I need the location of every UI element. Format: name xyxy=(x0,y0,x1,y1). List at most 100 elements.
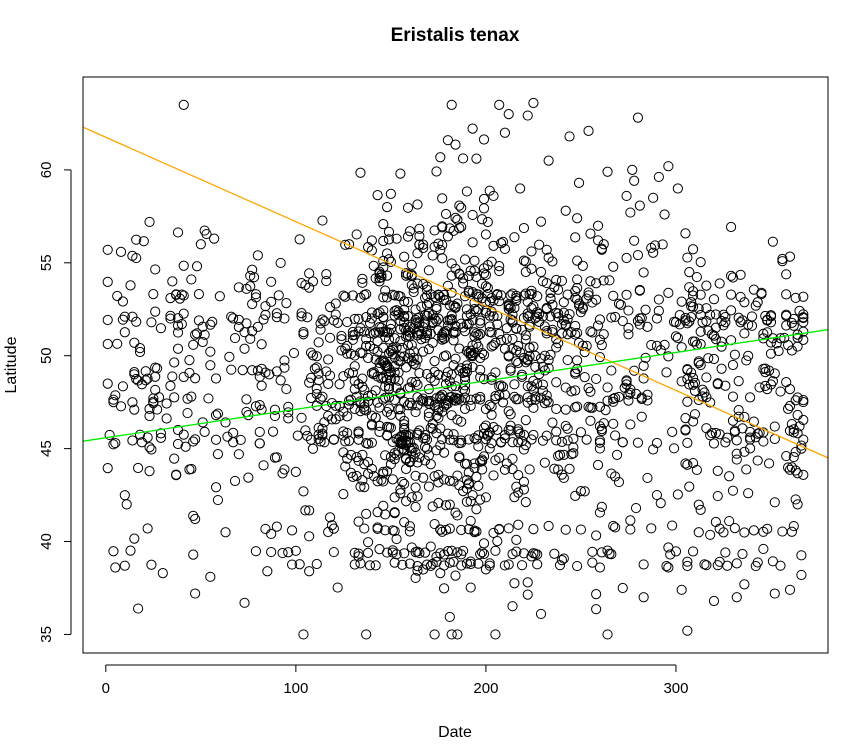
data-point xyxy=(475,318,486,329)
data-point xyxy=(180,441,191,452)
data-point xyxy=(488,340,499,351)
data-point xyxy=(551,377,562,388)
data-point xyxy=(513,426,524,437)
data-point xyxy=(418,346,429,357)
data-point xyxy=(725,289,737,300)
data-point xyxy=(558,472,569,484)
data-point xyxy=(627,164,638,175)
data-point xyxy=(480,492,492,503)
data-point xyxy=(389,352,400,363)
data-point xyxy=(370,273,381,284)
data-point xyxy=(423,265,434,276)
data-point xyxy=(714,523,725,534)
data-point xyxy=(412,248,423,259)
data-point xyxy=(790,465,801,476)
data-point xyxy=(790,494,801,505)
data-point xyxy=(233,314,244,325)
data-point xyxy=(651,313,663,324)
data-point xyxy=(520,288,531,299)
data-point xyxy=(606,468,617,479)
data-point xyxy=(385,319,396,330)
data-point xyxy=(108,546,119,557)
data-point xyxy=(505,409,516,420)
data-point xyxy=(188,549,199,560)
data-point xyxy=(484,399,495,410)
data-point xyxy=(539,457,550,468)
data-point xyxy=(535,266,547,278)
data-point xyxy=(518,484,530,495)
data-point xyxy=(684,481,695,492)
data-point xyxy=(767,376,778,387)
data-point xyxy=(577,340,588,351)
data-point xyxy=(119,311,130,322)
data-point xyxy=(503,559,514,570)
data-point xyxy=(414,239,425,250)
data-point xyxy=(777,526,788,537)
data-point xyxy=(657,239,668,250)
data-point xyxy=(469,304,480,315)
data-point xyxy=(752,557,763,568)
data-point xyxy=(477,454,488,465)
data-point xyxy=(414,547,425,559)
data-point xyxy=(184,355,195,366)
data-point xyxy=(427,418,438,429)
data-point xyxy=(142,523,153,534)
data-point xyxy=(383,392,395,403)
data-point xyxy=(741,355,752,366)
data-point xyxy=(606,312,617,323)
data-point xyxy=(602,629,613,640)
data-point xyxy=(429,518,440,530)
data-point xyxy=(731,448,742,459)
data-point xyxy=(560,205,571,216)
data-point xyxy=(108,397,119,408)
data-point xyxy=(686,367,697,378)
data-point xyxy=(507,453,518,464)
data-point xyxy=(663,161,674,172)
data-point xyxy=(423,481,434,492)
data-point xyxy=(471,153,482,164)
data-point xyxy=(317,215,328,226)
data-point xyxy=(653,294,664,305)
data-point xyxy=(372,507,383,518)
data-point xyxy=(317,391,328,402)
data-point xyxy=(349,350,360,361)
data-point xyxy=(754,382,765,393)
data-point xyxy=(359,482,370,493)
data-point xyxy=(687,546,699,557)
data-point xyxy=(425,395,436,407)
data-point xyxy=(296,412,307,423)
data-point xyxy=(378,235,389,247)
data-point xyxy=(477,547,488,558)
data-point xyxy=(311,558,322,570)
data-point xyxy=(117,314,129,325)
data-point xyxy=(475,352,486,364)
data-point xyxy=(459,385,471,396)
data-point xyxy=(467,237,478,248)
data-point xyxy=(608,418,619,429)
data-point xyxy=(110,437,121,449)
x-tick-label: 100 xyxy=(283,680,308,697)
data-point xyxy=(585,402,596,413)
data-point xyxy=(781,377,792,388)
data-point xyxy=(484,185,495,196)
data-point xyxy=(507,309,518,320)
data-point xyxy=(714,556,725,567)
data-point xyxy=(475,549,486,560)
data-point xyxy=(266,546,277,558)
data-point xyxy=(615,299,626,310)
data-point xyxy=(598,329,609,340)
data-point xyxy=(564,131,575,142)
data-point xyxy=(372,190,383,201)
data-point xyxy=(323,410,334,421)
data-point xyxy=(505,425,516,436)
data-point xyxy=(321,269,332,280)
data-point xyxy=(402,325,414,336)
data-point xyxy=(197,321,208,332)
data-point xyxy=(328,523,339,534)
data-point xyxy=(625,524,636,535)
data-point xyxy=(513,469,524,481)
data-point xyxy=(522,311,533,322)
data-point xyxy=(345,394,357,405)
data-point xyxy=(366,437,377,448)
x-tick-label: 0 xyxy=(102,680,110,697)
